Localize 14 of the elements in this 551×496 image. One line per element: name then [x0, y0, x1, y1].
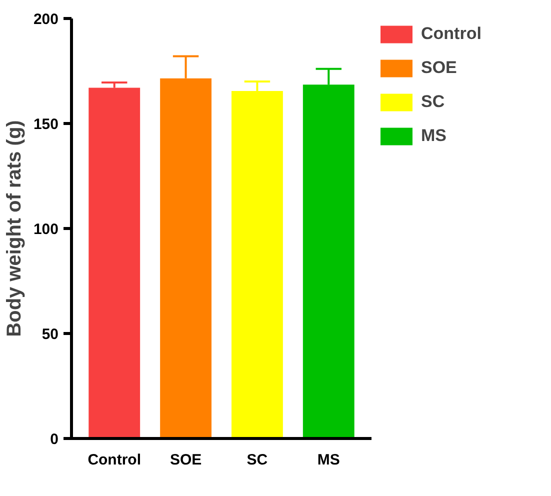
y-tick-label: 50 [42, 326, 59, 343]
x-tick-label: Control [88, 452, 142, 468]
y-axis-title: Body weight of rats (g) [3, 120, 26, 337]
x-tick-label: SC [246, 452, 268, 468]
y-tick-label: 0 [50, 431, 58, 448]
x-tick-label: MS [317, 452, 340, 468]
legend-label: SOE [421, 58, 457, 78]
legend-label: SC [421, 92, 445, 112]
legend-label: MS [421, 126, 446, 146]
y-tick-label: 150 [33, 116, 59, 133]
y-tick-label: 100 [33, 221, 59, 238]
legend-label: Control [421, 24, 482, 44]
y-tick-label: 200 [33, 11, 59, 28]
x-tick-label: SOE [170, 452, 202, 468]
